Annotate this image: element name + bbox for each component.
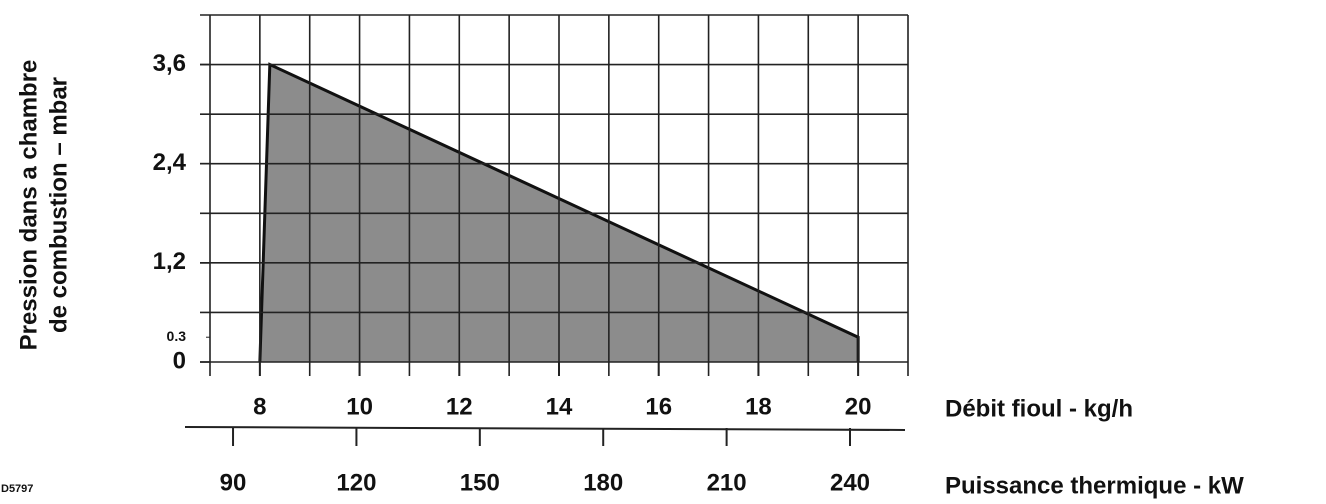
code-label: D5797 (1, 483, 33, 495)
x-tick-label: 10 (346, 393, 373, 420)
y-tick-label: 2,4 (153, 149, 187, 176)
x2-tick-label: 180 (583, 469, 623, 496)
x2-tick-label: 150 (460, 469, 500, 496)
x-tick-label: 12 (446, 393, 473, 420)
x-tick-label: 14 (546, 393, 573, 420)
y-tick-label: 3,6 (153, 50, 186, 77)
y-axis-title: Pression dans a chambre (15, 60, 42, 351)
y-tick-label: 1,2 (153, 248, 186, 275)
y-tick-label: 0 (173, 347, 186, 374)
x2-tick-label: 120 (336, 469, 376, 496)
x-tick-label: 8 (253, 393, 266, 420)
x2-axis-title: Puissance thermique - kW (945, 472, 1244, 499)
x2-tick-label: 240 (830, 469, 870, 496)
y-axis-title: de combustion – mbar (45, 77, 72, 333)
x-axis-title: Débit fioul - kg/h (945, 395, 1133, 422)
x-tick-label: 16 (645, 393, 672, 420)
x2-axis-line (184, 426, 906, 431)
x-tick-label: 20 (845, 393, 872, 420)
y-minor-tick-label: 0.3 (167, 328, 187, 344)
x2-tick-label: 210 (707, 469, 747, 496)
x2-tick-label: 90 (220, 469, 247, 496)
x-tick-label: 18 (745, 393, 772, 420)
